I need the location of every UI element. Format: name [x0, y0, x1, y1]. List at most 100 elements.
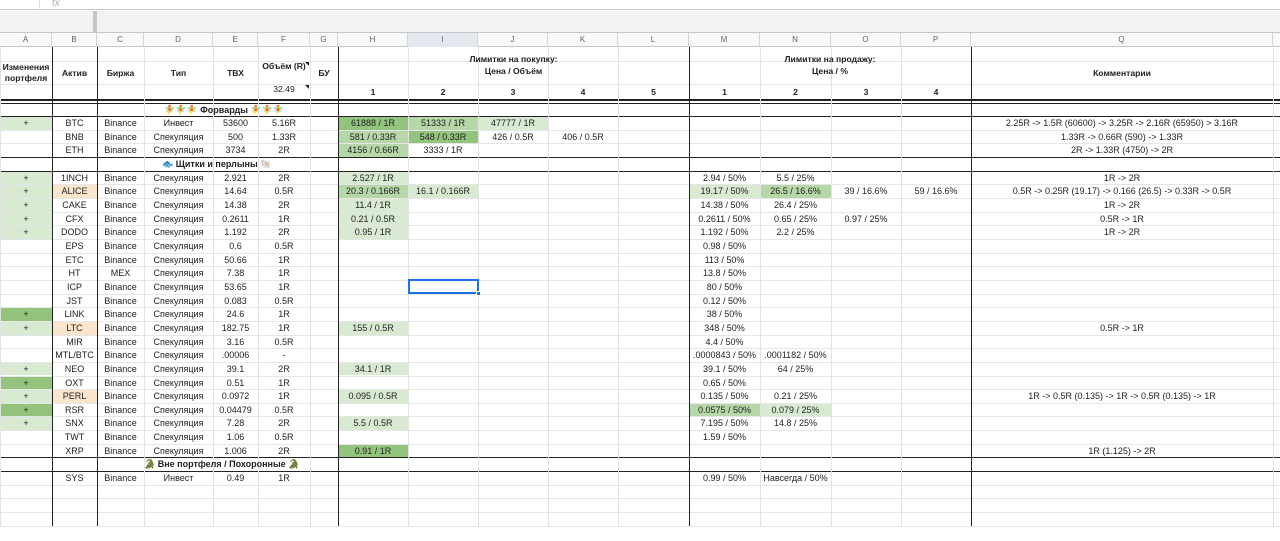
column-letter-i[interactable]: I	[408, 33, 478, 47]
cell-e[interactable]: 0.2611	[222, 213, 249, 224]
cell-f[interactable]: 2R	[278, 227, 290, 238]
cell-f[interactable]: 2R	[278, 445, 290, 456]
column-letter-b[interactable]: B	[52, 33, 97, 47]
cell-c[interactable]: Binance	[104, 445, 137, 456]
cell-h[interactable]: 11.4 / 1R	[355, 200, 391, 211]
cell-c[interactable]: Binance	[104, 432, 137, 443]
cell-c[interactable]: Binance	[104, 418, 137, 429]
cell-f[interactable]: 2R	[278, 200, 290, 211]
cell-m[interactable]: 1.59 / 50%	[702, 432, 747, 443]
cell-a[interactable]: +	[23, 363, 29, 374]
cell-d[interactable]: Спекуляция	[153, 200, 204, 211]
cell-e[interactable]: 0.04479	[219, 404, 252, 415]
cell-d[interactable]: Спекуляция	[153, 186, 204, 197]
cell-h[interactable]: 0.95 / 1R	[354, 227, 392, 238]
cell-c[interactable]: Binance	[104, 391, 137, 402]
cell-f[interactable]: 2R	[278, 172, 290, 183]
cell-b[interactable]: MTL/BTC	[55, 350, 94, 361]
column-letter-l[interactable]: L	[618, 33, 689, 47]
cell-h[interactable]: 20.3 / 0.166R	[345, 186, 401, 197]
column-letter-d[interactable]: D	[144, 33, 213, 47]
cell-i[interactable]: 16.1 / 0.166R	[415, 186, 471, 197]
cell-e[interactable]: 0.49	[226, 473, 245, 484]
cell-c[interactable]: Binance	[104, 336, 137, 347]
cell-m[interactable]: 0.0575 / 50%	[697, 404, 752, 415]
cell-c[interactable]: Binance	[104, 473, 137, 484]
cell-f[interactable]: 0.5R	[274, 336, 294, 347]
cell-m[interactable]: 14.38 / 50%	[700, 200, 749, 211]
cell-b[interactable]: MIR	[66, 336, 83, 347]
cell-a[interactable]: +	[23, 391, 29, 402]
cell-m[interactable]: 0.98 / 50%	[702, 241, 747, 251]
cell-d[interactable]: Спекуляция	[153, 227, 204, 238]
cell-c[interactable]: Binance	[104, 377, 137, 388]
cell-a[interactable]: +	[23, 404, 29, 415]
column-letter-k[interactable]: K	[548, 33, 618, 47]
column-letter-h[interactable]: H	[338, 33, 408, 47]
cell-m[interactable]: 1.192 / 50%	[700, 227, 749, 238]
cell-d[interactable]: Спекуляция	[153, 268, 204, 279]
cell-n[interactable]: 26.5 / 16.6%	[770, 186, 821, 197]
cell-d[interactable]: Спекуляция	[153, 254, 204, 265]
cell-f[interactable]: 1.33R	[271, 131, 297, 142]
cell-h[interactable]: 0.21 / 0.5R	[350, 213, 396, 224]
cell-b[interactable]: LINK	[64, 309, 85, 320]
cell-e[interactable]: 182.75	[221, 322, 250, 333]
cell-n[interactable]: 26.4 / 25%	[773, 200, 818, 211]
cell-b[interactable]: EPS	[65, 241, 84, 251]
cell-o[interactable]: 0.97 / 25%	[844, 213, 888, 224]
cell-c[interactable]: Binance	[104, 281, 137, 292]
cell-o[interactable]: 39 / 16.6%	[844, 186, 888, 197]
cell-b[interactable]: XRP	[65, 445, 84, 456]
cell-c[interactable]: Binance	[104, 350, 137, 361]
cell-d[interactable]: Спекуляция	[153, 145, 204, 156]
cell-e[interactable]: 3734	[225, 145, 246, 156]
cell-f[interactable]: -	[282, 350, 286, 361]
cell-c[interactable]: Binance	[104, 172, 137, 183]
cell-b[interactable]: PERL	[62, 391, 87, 402]
cell-b[interactable]: SNX	[65, 418, 84, 429]
cell-q[interactable]: 0.5R -> 1R	[1100, 322, 1144, 333]
cell-e[interactable]: .00006	[221, 350, 250, 361]
cell-m[interactable]: 113 / 50%	[704, 254, 745, 265]
cell-m[interactable]: 0.65 / 50%	[702, 377, 747, 388]
cell-d[interactable]: Спекуляция	[153, 281, 204, 292]
cell-j[interactable]: 426 / 0.5R	[492, 131, 534, 142]
cell-c[interactable]: Binance	[104, 295, 137, 306]
cell-a[interactable]: +	[23, 377, 29, 388]
cell-n[interactable]: .0001182 / 50%	[764, 350, 827, 361]
cell-m[interactable]: 39.1 / 50%	[702, 363, 747, 374]
cell-m[interactable]: 0.2611 / 50%	[698, 213, 751, 224]
cell-h[interactable]: 0.095 / 0.5R	[348, 391, 398, 402]
cell-c[interactable]: Binance	[104, 322, 137, 333]
cell-h[interactable]: 155 / 0.5R	[352, 322, 394, 333]
cell-i[interactable]: 51333 / 1R	[420, 118, 466, 129]
cell-d[interactable]: Спекуляция	[153, 322, 204, 333]
cell-h[interactable]: 61888 / 1R	[350, 118, 396, 129]
cell-b[interactable]: ETH	[65, 145, 84, 156]
cell-d[interactable]: Спекуляция	[153, 172, 204, 183]
cell-d[interactable]: Инвест	[163, 118, 194, 129]
cell-d[interactable]: Спекуляция	[153, 377, 204, 388]
cell-b[interactable]: ETC	[65, 254, 84, 265]
cell-n[interactable]: 0.21 / 25%	[773, 391, 818, 402]
cell-e[interactable]: 0.51	[226, 377, 245, 388]
cell-f[interactable]: 1R	[278, 473, 290, 484]
cell-n[interactable]: 2.2 / 25%	[776, 227, 815, 238]
cell-d[interactable]: Спекуляция	[153, 350, 204, 361]
cell-c[interactable]: Binance	[104, 213, 137, 224]
cell-a[interactable]: +	[23, 418, 29, 429]
cell-c[interactable]: Binance	[104, 309, 137, 320]
column-letter-j[interactable]: J	[478, 33, 548, 47]
cell-b[interactable]: BNB	[65, 131, 84, 142]
cell-f[interactable]: 0.5R	[274, 432, 294, 443]
cell-d[interactable]: Спекуляция	[153, 363, 204, 374]
cell-d[interactable]: Спекуляция	[153, 391, 204, 402]
cell-q[interactable]: 1R (1.125) -> 2R	[1088, 445, 1156, 456]
cell-m[interactable]: 348 / 50%	[704, 322, 745, 333]
cell-d[interactable]: Спекуляция	[153, 295, 204, 306]
cell-d[interactable]: Спекуляция	[153, 432, 204, 443]
cell-h[interactable]: 581 / 0.33R	[349, 131, 397, 142]
cell-c[interactable]: Binance	[104, 200, 137, 211]
cell-b[interactable]: OXT	[65, 377, 84, 388]
